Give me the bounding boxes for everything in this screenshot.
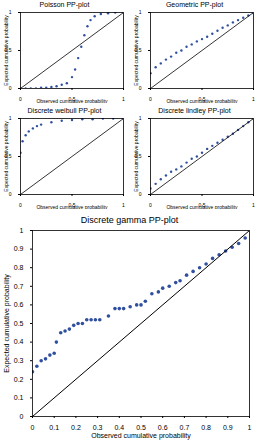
svg-text:0.3: 0.3: [14, 357, 24, 364]
svg-text:1: 1: [139, 9, 142, 15]
svg-text:0: 0: [19, 202, 22, 208]
svg-text:1: 1: [252, 96, 255, 102]
svg-text:0.8: 0.8: [201, 424, 211, 431]
svg-text:0.8: 0.8: [14, 264, 24, 271]
svg-text:1: 1: [9, 9, 12, 15]
svg-text:0.3: 0.3: [93, 424, 103, 431]
svg-text:0: 0: [9, 85, 12, 91]
svg-text:0: 0: [149, 96, 152, 102]
svg-text:0: 0: [19, 96, 22, 102]
svg-text:0: 0: [149, 202, 152, 208]
svg-text:0.7: 0.7: [180, 424, 190, 431]
svg-text:Observed cumulative probabilit: Observed cumulative probability: [166, 98, 238, 104]
html-text:Geometric PP-plot: Geometric PP-plot: [165, 1, 224, 8]
svg-text:Expected cumulative probabilit: Expected cumulative probability: [133, 15, 139, 86]
svg-text:Observed cumulative probabilit: Observed cumulative probability: [36, 98, 108, 104]
svg-text:1: 1: [20, 227, 24, 234]
svg-text:Expected cumulative probabilit: Expected cumulative probability: [3, 121, 9, 192]
svg-text:0.5: 0.5: [14, 320, 24, 327]
svg-text:1: 1: [248, 424, 252, 431]
html-text:Discrete lindley PP-plot: Discrete lindley PP-plot: [158, 107, 231, 114]
svg-text:Expected cumulative probabilit: Expected cumulative probability: [3, 274, 11, 373]
svg-text:0: 0: [139, 191, 142, 197]
svg-text:Expected cumulative probabilit: Expected cumulative probability: [133, 121, 139, 192]
svg-text:0.9: 0.9: [223, 424, 233, 431]
svg-text:0.2: 0.2: [14, 376, 24, 383]
svg-text:0.9: 0.9: [14, 245, 24, 252]
svg-text:1: 1: [252, 202, 255, 208]
svg-text:1: 1: [139, 115, 142, 121]
svg-text:Observed cumulative probabilit: Observed cumulative probability: [36, 204, 108, 210]
svg-text:0.2: 0.2: [71, 424, 81, 431]
html-text:Discrete weibull PP-plot: Discrete weibull PP-plot: [27, 107, 102, 114]
svg-text:0: 0: [20, 413, 24, 420]
html-text:Discrete gamma PP-plot: Discrete gamma PP-plot: [80, 215, 179, 225]
svg-text:0: 0: [9, 191, 12, 197]
svg-text:0.6: 0.6: [158, 424, 168, 431]
svg-text:0.6: 0.6: [14, 301, 24, 308]
svg-text:1: 1: [122, 202, 125, 208]
svg-text:0.1: 0.1: [49, 424, 59, 431]
svg-text:0.5: 0.5: [136, 424, 146, 431]
svg-text:0: 0: [139, 85, 142, 91]
svg-text:Observed cumulative probabilit: Observed cumulative probability: [166, 204, 238, 210]
svg-text:Expected cumulative probabilit: Expected cumulative probability: [3, 15, 9, 86]
svg-text:0: 0: [31, 424, 35, 431]
svg-text:1: 1: [122, 96, 125, 102]
svg-text:0.4: 0.4: [114, 424, 124, 431]
svg-text:0.1: 0.1: [14, 394, 24, 401]
svg-text:0.4: 0.4: [14, 338, 24, 345]
svg-text:Observed cumulative probabilit: Observed cumulative probability: [91, 432, 191, 440]
svg-text:1: 1: [9, 115, 12, 121]
html-text:Poisson PP-plot: Poisson PP-plot: [39, 1, 90, 8]
svg-text:0.7: 0.7: [14, 283, 24, 290]
